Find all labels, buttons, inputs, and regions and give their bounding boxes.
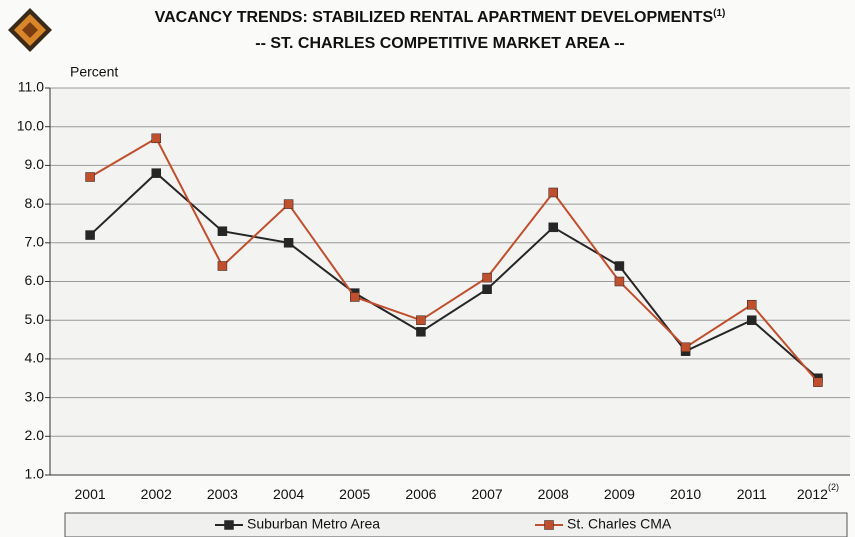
x-tick-label: 2006 [405, 486, 436, 502]
y-axis-label: Percent [70, 64, 118, 80]
y-tick-label: 7.0 [25, 234, 45, 250]
chart-title: VACANCY TRENDS: STABILIZED RENTAL APARTM… [155, 8, 726, 27]
title-text: VACANCY TRENDS: STABILIZED RENTAL APARTM… [155, 9, 714, 26]
x-tick-label: 2005 [339, 486, 370, 502]
series-line [89, 171, 819, 380]
data-point [283, 199, 294, 209]
y-tick-label: 6.0 [25, 272, 45, 288]
category-text: 2010 [670, 486, 701, 502]
title-note: (1) [713, 8, 725, 19]
legend-box [64, 512, 848, 537]
y-tick-label: 4.0 [25, 350, 45, 366]
x-tick-label: 2004 [273, 486, 304, 502]
legend-label: St. Charles CMA [567, 516, 672, 532]
category-note: (2) [828, 482, 839, 492]
category-text: 2002 [141, 486, 172, 502]
category-text: 2005 [339, 486, 370, 502]
data-point [283, 238, 294, 248]
category-text: 2003 [207, 486, 238, 502]
x-tick-label: 2007 [472, 486, 503, 502]
data-point [548, 187, 558, 198]
y-tick-label: 3.0 [25, 388, 45, 404]
data-point [217, 261, 228, 271]
series-line [89, 136, 819, 383]
x-tick-label: 2008 [538, 486, 569, 502]
category-text: 2004 [273, 486, 304, 502]
y-tick-label: 2.0 [25, 427, 45, 443]
data-point [813, 377, 823, 387]
category-text: 2008 [538, 486, 569, 502]
legend-marker [544, 520, 554, 530]
data-point [217, 226, 228, 236]
chart-subtitle: -- ST. CHARLES COMPETITIVE MARKET AREA -… [255, 35, 624, 52]
data-point [85, 172, 95, 182]
legend-marker [224, 520, 234, 530]
data-point [416, 315, 426, 325]
y-tick-label: 5.0 [25, 311, 45, 327]
x-tick-label: 2003 [207, 486, 238, 502]
data-point [614, 261, 625, 271]
data-point [680, 342, 691, 353]
category-text: 2011 [737, 486, 767, 502]
category-text: 2007 [472, 486, 503, 502]
x-tick-label: 2012(2) [797, 482, 839, 501]
data-point [614, 276, 625, 287]
data-point [548, 222, 558, 233]
data-point [482, 284, 492, 294]
x-tick-label: 2001 [75, 486, 106, 502]
data-point [747, 299, 757, 310]
data-point [151, 168, 161, 178]
category-text: 2012 [797, 486, 828, 502]
x-tick-label: 2002 [141, 486, 172, 502]
category-text: 2009 [604, 486, 635, 502]
data-point [482, 272, 492, 283]
category-text: 2001 [75, 486, 106, 502]
x-tick-label: 2009 [604, 486, 635, 502]
x-tick-label: 2011 [737, 486, 767, 502]
data-point [151, 133, 161, 144]
x-tick-label: 2010 [670, 486, 701, 502]
y-tick-label: 11.0 [18, 79, 44, 95]
data-point [350, 292, 360, 302]
logo [8, 8, 52, 52]
y-tick-label: 1.0 [25, 466, 45, 482]
category-text: 2006 [405, 486, 436, 502]
data-point [85, 230, 95, 240]
y-tick-label: 8.0 [25, 195, 45, 211]
y-tick-label: 10.0 [17, 117, 44, 133]
data-point [416, 327, 426, 337]
y-tick-label: 9.0 [25, 156, 45, 172]
data-point [747, 315, 757, 325]
legend-label: Suburban Metro Area [247, 516, 380, 532]
